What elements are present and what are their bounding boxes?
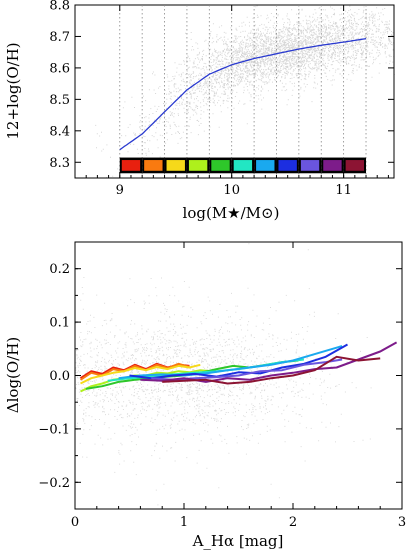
top-y-tick-label: 8.5 xyxy=(49,93,70,108)
top-y-axis-label: 12+log(O/H) xyxy=(4,42,22,139)
bottom-y-tick-label: 0.2 xyxy=(49,262,70,277)
top-y-tick-label: 8.3 xyxy=(49,156,70,171)
bottom-series-lines xyxy=(79,341,398,393)
bottom-x-tick-label: 3 xyxy=(398,515,406,530)
top-y-tick-label: 8.7 xyxy=(49,30,70,45)
bottom-series-line xyxy=(129,343,348,380)
top-bin-swatch xyxy=(345,160,365,171)
bottom-panel: 0 1 2 3 −0.2 −0.1 0.0 0.1 0.2 A_Hα [mag] Δlog(O/… xyxy=(4,241,406,550)
top-tick-labels: 9 10 11 8.3 8.4 8.5 8.6 8.7 8.8 xyxy=(49,0,352,198)
top-x-tick-label: 11 xyxy=(335,183,352,198)
top-bin-swatch xyxy=(166,160,185,171)
bottom-y-axis-label: Δlog(O/H) xyxy=(4,337,22,413)
top-ticks xyxy=(75,4,394,178)
top-bin-gridlines xyxy=(119,5,367,178)
top-y-tick-label: 8.8 xyxy=(49,0,70,14)
bottom-x-axis-label: A_Hα [mag] xyxy=(192,532,284,550)
bottom-x-tick-label: 1 xyxy=(180,515,188,530)
top-scatter-cloud xyxy=(95,5,395,179)
top-fit-line xyxy=(119,38,367,151)
bottom-y-tick-label: −0.1 xyxy=(38,422,70,437)
top-panel: 9 10 11 8.3 8.4 8.5 8.6 8.7 8.8 log(M★/M⊙) 12+lo… xyxy=(4,0,395,222)
bottom-series-line xyxy=(162,355,381,385)
top-bin-swatch xyxy=(188,160,208,171)
bottom-x-tick-label: 0 xyxy=(71,515,79,530)
top-bin-swatch xyxy=(300,160,320,171)
bottom-tick-labels: 0 1 2 3 −0.2 −0.1 0.0 0.1 0.2 xyxy=(38,262,406,530)
bottom-series-line xyxy=(79,362,190,381)
top-bin-swatch xyxy=(278,160,297,171)
top-y-tick-label: 8.4 xyxy=(49,124,70,139)
top-bin-swatch xyxy=(323,160,342,171)
bottom-y-tick-label: 0.0 xyxy=(49,369,70,384)
top-plot-frame xyxy=(74,4,395,179)
bottom-x-tick-label: 2 xyxy=(289,515,297,530)
top-x-axis-label: log(M★/M⊙) xyxy=(183,204,280,222)
bottom-series-line xyxy=(118,345,343,380)
top-x-tick-label: 9 xyxy=(116,183,124,198)
top-x-tick-label: 10 xyxy=(223,183,240,198)
top-bin-swatch xyxy=(211,160,230,171)
bottom-y-tick-label: 0.1 xyxy=(49,316,70,331)
top-color-bins xyxy=(119,157,367,174)
top-y-tick-label: 8.6 xyxy=(49,61,70,76)
top-bin-swatch xyxy=(121,160,141,171)
top-fit-line-group xyxy=(119,38,367,151)
bottom-y-tick-label: −0.2 xyxy=(38,476,70,491)
top-bin-swatch xyxy=(233,160,253,171)
top-bin-swatch xyxy=(256,160,275,171)
top-bin-swatch xyxy=(144,160,163,171)
bottom-series-line xyxy=(80,363,201,385)
top-scatter-points xyxy=(95,5,395,179)
bottom-ticks xyxy=(74,241,403,510)
